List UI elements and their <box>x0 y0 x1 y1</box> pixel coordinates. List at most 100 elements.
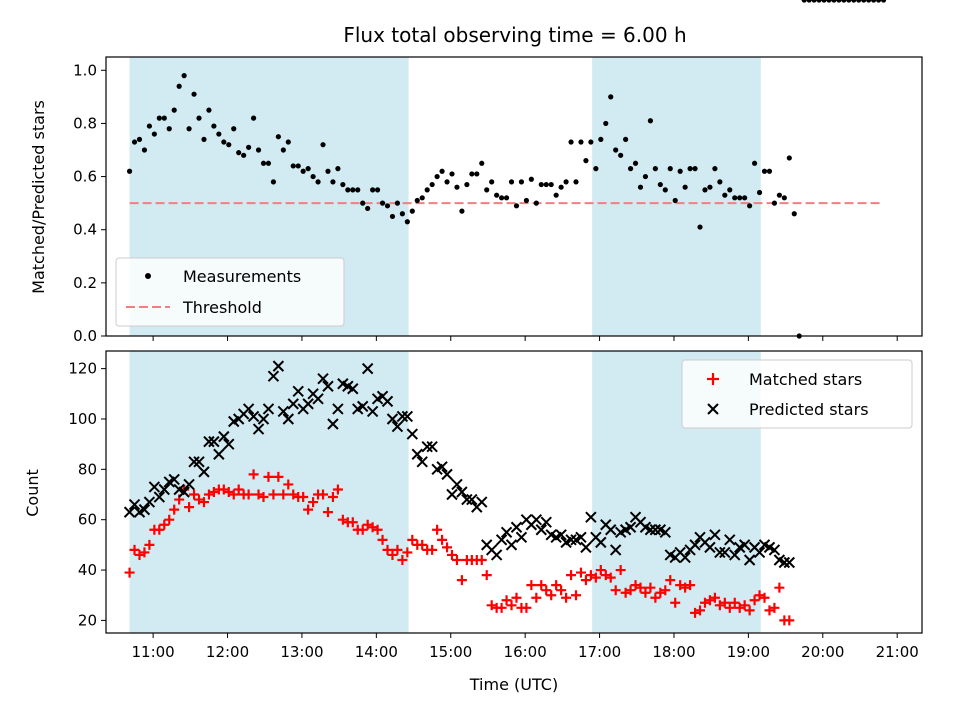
y-tick-label: 20 <box>78 611 97 629</box>
measurement-point <box>811 0 817 3</box>
matched-star-point <box>580 575 591 586</box>
predicted-star-point <box>495 534 508 546</box>
x-tick-label: 17:00 <box>578 643 621 661</box>
matched-star-point <box>521 602 532 613</box>
predicted-star-point <box>138 503 151 516</box>
measurement-point <box>166 126 172 132</box>
bottom-legend: Matched stars Predicted stars <box>681 359 913 429</box>
measurement-point <box>508 179 515 185</box>
measurement-point <box>871 0 877 3</box>
predicted-star-point <box>277 405 290 418</box>
measurement-point <box>285 139 291 145</box>
measurement-point <box>861 0 867 3</box>
predicted-star-point <box>213 448 225 460</box>
predicted-star-point <box>267 370 280 382</box>
predicted-star-point <box>679 551 691 564</box>
matched-star-point <box>442 542 453 553</box>
matched-star-point <box>278 489 289 500</box>
predicted-star-point <box>649 524 662 536</box>
predicted-star-point <box>327 418 339 430</box>
predicted-star-point <box>148 481 161 493</box>
measurement-point <box>761 168 768 174</box>
measurement-point <box>692 166 698 172</box>
measurement-point <box>623 136 629 142</box>
predicted-star-point <box>178 486 190 498</box>
measurement-point <box>647 118 654 124</box>
measurement-point <box>151 131 157 137</box>
matched-star-point <box>382 544 393 555</box>
matched-star-point <box>392 544 403 555</box>
measurement-point <box>270 179 277 185</box>
matched-star-point <box>640 587 651 598</box>
measurement-point <box>637 184 644 190</box>
matched-star-point <box>719 597 730 608</box>
predicted-star-point <box>381 395 394 408</box>
predicted-star-point <box>183 478 195 491</box>
measurement-point <box>528 176 534 182</box>
matched-star-point <box>303 504 314 515</box>
matched-star-point <box>169 504 180 515</box>
predicted-star-point <box>609 544 622 556</box>
x-axis-label: Time (UTC) <box>469 675 558 694</box>
bottom-panel-frame <box>105 350 923 634</box>
measurement-point <box>657 181 663 188</box>
top-y-axis-label: Matched/Predicted stars <box>29 100 48 294</box>
measurement-point <box>756 189 763 196</box>
predicted-star-point <box>510 521 523 533</box>
measurement-point <box>523 197 530 204</box>
x-tick-label: 14:00 <box>355 643 398 661</box>
predicted-star-point <box>729 549 741 561</box>
measurement-point <box>712 166 718 172</box>
bottom-y-axis-ticks: 20 40 60 80 100 120 <box>68 360 106 629</box>
measurement-point <box>459 208 465 214</box>
predicted-star-point <box>153 491 166 503</box>
bottom-panel: 11:00 12:00 13:00 14:00 15:00 16:00 17:00 18:00… <box>23 350 923 694</box>
measurement-point <box>479 160 485 166</box>
matched-star-point <box>759 592 770 603</box>
predicted-star-point <box>490 549 503 561</box>
matched-star-point <box>546 590 557 601</box>
measurement-point <box>781 195 787 201</box>
predicted-star-point <box>322 380 334 392</box>
measurement-point <box>146 123 153 129</box>
predicted-star-point <box>441 468 453 481</box>
measurement-point <box>682 184 688 190</box>
measurement-point <box>126 168 133 174</box>
predicted-star-point <box>446 488 458 501</box>
measurement-point <box>404 219 410 225</box>
matched-star-point <box>496 602 507 613</box>
matched-star-point <box>387 549 398 560</box>
y-tick-label: 40 <box>78 561 97 579</box>
matched-star-point <box>159 519 170 530</box>
measurement-point <box>503 195 510 201</box>
predicted-star-point <box>366 405 379 418</box>
matched-star-point <box>129 544 140 555</box>
measurement-point <box>747 203 753 209</box>
legend-predicted-marker <box>707 403 719 415</box>
x-tick-label: 13:00 <box>280 643 323 661</box>
predicted-star-point <box>332 403 344 415</box>
matched-star-point <box>769 602 780 613</box>
predicted-star-point <box>302 398 314 410</box>
y-tick-label: 80 <box>78 460 97 478</box>
predicted-star-point <box>451 478 463 491</box>
predicted-star-point <box>466 493 478 506</box>
matched-star-point <box>144 539 155 550</box>
predicted-star-point <box>689 539 701 551</box>
matched-stars-points <box>125 469 795 626</box>
measurement-point <box>464 181 470 188</box>
x-tick-label: 16:00 <box>504 643 547 661</box>
measurement-point <box>290 163 296 169</box>
measurement-point <box>191 91 197 97</box>
measurement-point <box>379 200 386 206</box>
measurement-point <box>310 173 316 180</box>
measurement-point <box>484 187 490 193</box>
legend-predicted-label: Predicted stars <box>749 400 869 419</box>
measurement-point <box>588 139 594 145</box>
predicted-star-point <box>411 448 423 460</box>
top-panel: 0.0 0.2 0.4 0.6 0.8 1.0 Matched/Predicted sta… <box>29 0 923 345</box>
matched-star-point <box>695 605 706 616</box>
predicted-star-point <box>704 541 716 554</box>
matched-star-point <box>541 585 552 596</box>
